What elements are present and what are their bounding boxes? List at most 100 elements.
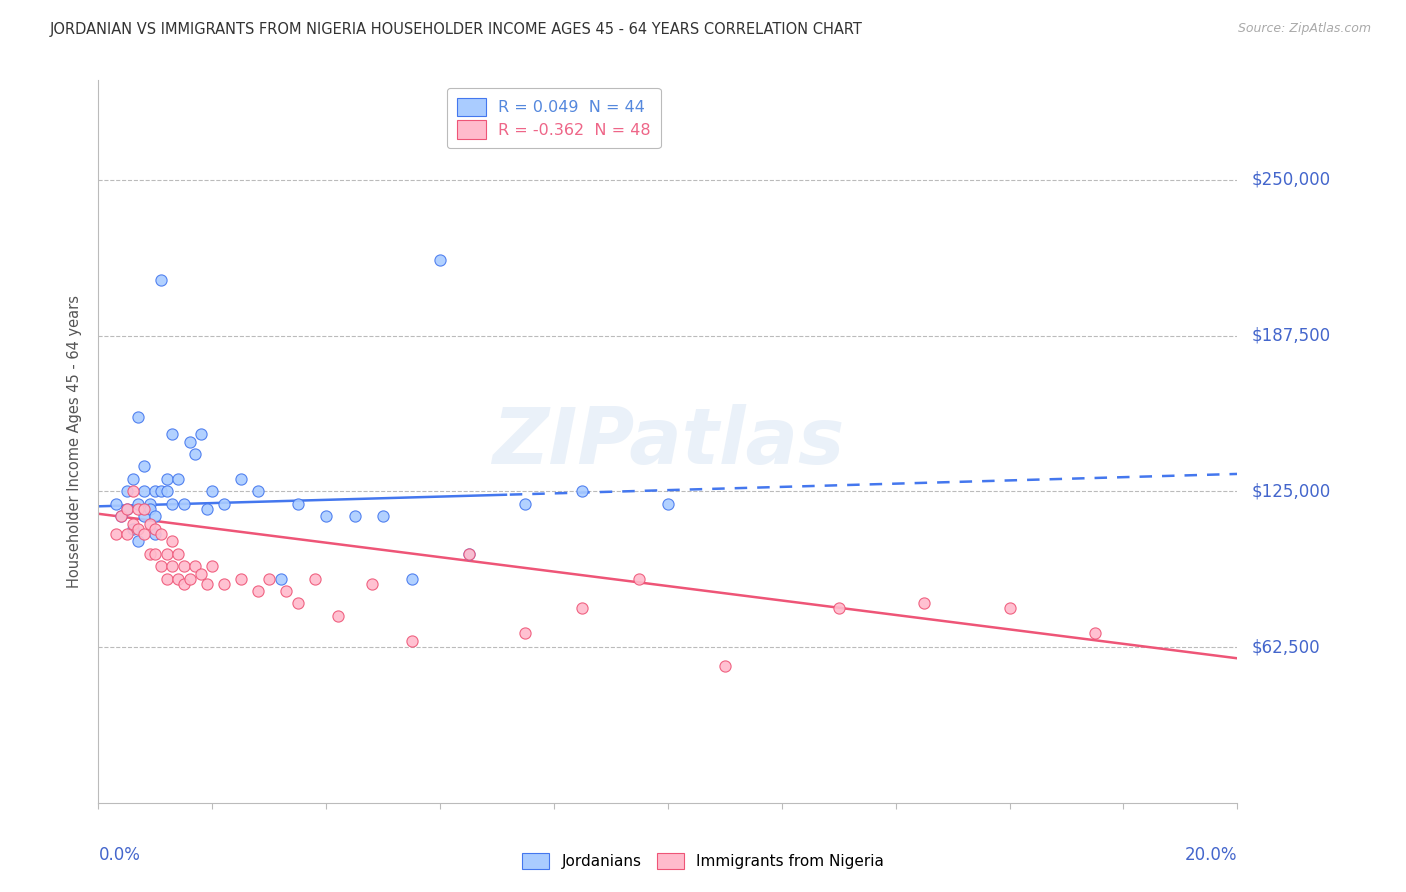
Point: [115, 501, 138, 516]
Point: [571, 601, 593, 615]
Point: [190, 566, 212, 581]
Point: [150, 526, 173, 541]
Point: [115, 526, 138, 541]
Point: [429, 252, 451, 267]
Point: [457, 547, 479, 561]
Text: Source: ZipAtlas.com: Source: ZipAtlas.com: [1237, 22, 1371, 36]
Legend: R = 0.049  N = 44, R = -0.362  N = 48: R = 0.049 N = 44, R = -0.362 N = 48: [447, 88, 661, 148]
Point: [127, 409, 149, 424]
Y-axis label: Householder Income Ages 45 - 64 years: Householder Income Ages 45 - 64 years: [67, 295, 83, 588]
Point: [360, 576, 382, 591]
Point: [132, 501, 155, 516]
Point: [156, 484, 179, 499]
Point: [138, 501, 160, 516]
Point: [315, 509, 337, 524]
Point: [343, 509, 366, 524]
Point: [162, 534, 184, 549]
Point: [270, 572, 292, 586]
Point: [1084, 626, 1107, 640]
Point: [246, 484, 269, 499]
Text: $125,000: $125,000: [1251, 483, 1330, 500]
Point: [401, 572, 423, 586]
Point: [162, 497, 184, 511]
Point: [173, 559, 195, 574]
Point: [828, 601, 851, 615]
Point: [145, 547, 167, 561]
Point: [212, 576, 235, 591]
Point: [127, 501, 149, 516]
Point: [127, 497, 149, 511]
Point: [229, 572, 252, 586]
Point: [515, 626, 537, 640]
Point: [162, 427, 184, 442]
Point: [145, 509, 167, 524]
Point: [212, 497, 235, 511]
Point: [162, 559, 184, 574]
Point: [173, 576, 195, 591]
Point: [145, 522, 167, 536]
Point: [121, 522, 143, 536]
Point: [304, 572, 326, 586]
Point: [184, 559, 207, 574]
Point: [138, 547, 160, 561]
Point: [287, 597, 309, 611]
Point: [150, 272, 173, 286]
Point: [138, 497, 160, 511]
Point: [127, 522, 149, 536]
Text: 20.0%: 20.0%: [1185, 847, 1237, 864]
Point: [132, 526, 155, 541]
Point: [110, 509, 132, 524]
Point: [145, 484, 167, 499]
Point: [201, 484, 224, 499]
Text: $187,500: $187,500: [1251, 326, 1330, 344]
Point: [401, 633, 423, 648]
Point: [657, 497, 679, 511]
Point: [195, 576, 218, 591]
Point: [132, 509, 155, 524]
Point: [912, 597, 935, 611]
Point: [190, 427, 212, 442]
Point: [150, 484, 173, 499]
Text: ZIPatlas: ZIPatlas: [492, 403, 844, 480]
Point: [121, 484, 143, 499]
Text: 0.0%: 0.0%: [98, 847, 141, 864]
Point: [121, 472, 143, 486]
Point: [132, 484, 155, 499]
Point: [571, 484, 593, 499]
Point: [156, 472, 179, 486]
Point: [179, 434, 201, 449]
Point: [195, 501, 218, 516]
Point: [110, 509, 132, 524]
Point: [457, 547, 479, 561]
Point: [145, 526, 167, 541]
Point: [628, 572, 651, 586]
Point: [201, 559, 224, 574]
Point: [150, 559, 173, 574]
Legend: Jordanians, Immigrants from Nigeria: Jordanians, Immigrants from Nigeria: [516, 847, 890, 875]
Point: [115, 501, 138, 516]
Point: [287, 497, 309, 511]
Point: [326, 609, 349, 624]
Point: [998, 601, 1021, 615]
Point: [184, 447, 207, 461]
Point: [373, 509, 395, 524]
Point: [167, 472, 190, 486]
Point: [167, 572, 190, 586]
Point: [104, 497, 127, 511]
Point: [121, 516, 143, 531]
Text: $250,000: $250,000: [1251, 171, 1330, 189]
Text: JORDANIAN VS IMMIGRANTS FROM NIGERIA HOUSEHOLDER INCOME AGES 45 - 64 YEARS CORRE: JORDANIAN VS IMMIGRANTS FROM NIGERIA HOU…: [49, 22, 862, 37]
Point: [179, 572, 201, 586]
Point: [259, 572, 281, 586]
Point: [515, 497, 537, 511]
Point: [167, 547, 190, 561]
Point: [229, 472, 252, 486]
Point: [714, 658, 737, 673]
Point: [156, 572, 179, 586]
Point: [173, 497, 195, 511]
Point: [276, 584, 298, 599]
Point: [104, 526, 127, 541]
Point: [132, 459, 155, 474]
Point: [246, 584, 269, 599]
Point: [115, 484, 138, 499]
